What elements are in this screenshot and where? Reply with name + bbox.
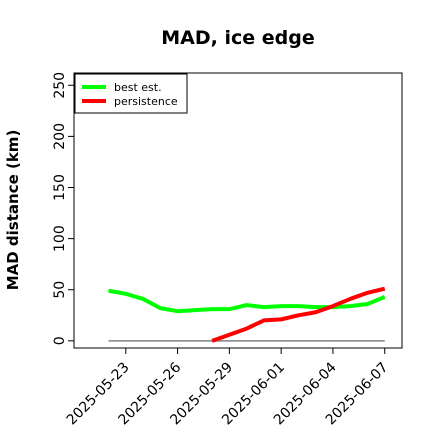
- x-axis: 2025-05-232025-05-262025-05-292025-06-01…: [64, 348, 392, 428]
- plot-frame: [73, 72, 403, 349]
- y-tick-label: 0: [52, 336, 68, 345]
- chart-title: MAD, ice edge: [161, 27, 314, 49]
- series-layer: [108, 286, 386, 343]
- y-tick-label: 250: [52, 72, 68, 99]
- y-tick-label: 100: [52, 225, 68, 252]
- y-tick-label: 50: [52, 281, 68, 299]
- legend-label-persistence: persistence: [114, 95, 178, 108]
- series-line-persistence: [211, 286, 386, 343]
- legend-box: [74, 73, 188, 114]
- y-tick-label: 200: [52, 123, 68, 150]
- y-axis: 0 50 100 150 200 250: [52, 72, 74, 345]
- legend-label-best-est: best est.: [114, 81, 162, 94]
- legend: best est. persistence: [74, 73, 188, 114]
- y-tick-label: 150: [52, 174, 68, 201]
- series-line-best-est: [108, 288, 386, 314]
- y-axis-label: MAD distance (km): [4, 130, 22, 291]
